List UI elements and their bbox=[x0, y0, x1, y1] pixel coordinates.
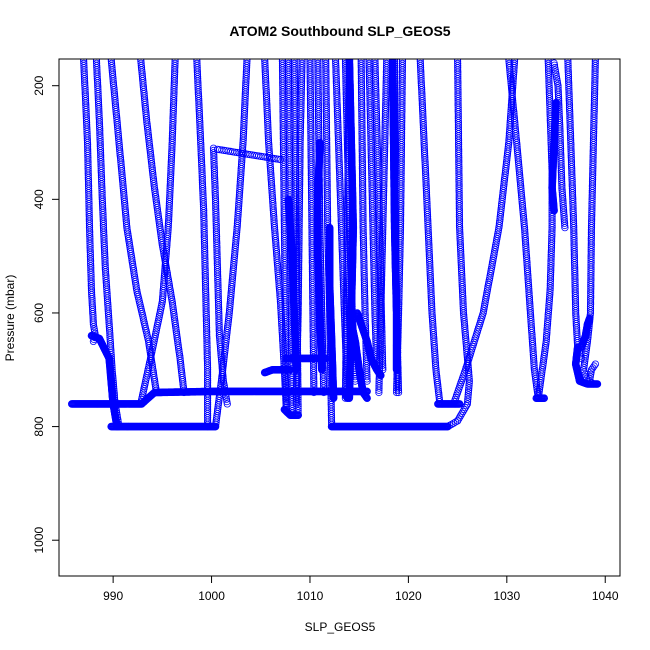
data-point bbox=[394, 386, 403, 394]
trace-segment bbox=[193, 59, 212, 431]
data-point bbox=[393, 384, 401, 392]
data-point bbox=[561, 224, 569, 232]
series-0 bbox=[68, 59, 602, 431]
data-point bbox=[456, 413, 464, 421]
trace-segment bbox=[137, 59, 179, 408]
data-point bbox=[465, 377, 473, 385]
data-point bbox=[550, 61, 559, 69]
data-point bbox=[551, 63, 559, 72]
data-point bbox=[451, 418, 460, 426]
data-point bbox=[464, 393, 472, 401]
data-point bbox=[292, 397, 300, 406]
data-point bbox=[292, 395, 300, 403]
data-point bbox=[465, 384, 473, 392]
data-point bbox=[553, 75, 561, 83]
y-axis-label: Pressure (mbar) bbox=[3, 275, 17, 362]
data-point bbox=[89, 320, 98, 328]
data-point bbox=[462, 402, 470, 410]
data-point bbox=[392, 386, 401, 394]
data-point bbox=[560, 219, 569, 227]
trace-segment bbox=[505, 59, 542, 402]
data-point bbox=[460, 405, 468, 414]
data-point bbox=[464, 388, 472, 397]
trace-segment bbox=[550, 59, 569, 232]
data-point bbox=[375, 388, 383, 397]
data-point bbox=[450, 419, 458, 427]
data-point bbox=[89, 318, 97, 326]
data-point bbox=[459, 407, 467, 415]
trace-segment bbox=[564, 59, 586, 362]
data-point bbox=[457, 411, 465, 419]
trace-segment bbox=[579, 59, 599, 385]
data-point bbox=[552, 73, 561, 81]
data-point bbox=[463, 400, 471, 408]
data-point bbox=[463, 397, 472, 406]
trace-segment bbox=[416, 59, 444, 408]
data-point bbox=[292, 400, 300, 408]
data-point bbox=[461, 403, 469, 412]
data-point bbox=[394, 388, 403, 397]
data-point bbox=[464, 386, 473, 394]
data-point bbox=[551, 66, 559, 74]
trace-segment bbox=[137, 59, 188, 397]
data-point bbox=[222, 395, 231, 403]
data-point bbox=[552, 70, 560, 78]
data-point bbox=[223, 400, 231, 408]
data-point bbox=[453, 417, 462, 425]
trace-segment bbox=[444, 59, 473, 431]
data-point bbox=[464, 391, 472, 399]
data-point bbox=[375, 386, 383, 394]
data-point bbox=[392, 388, 401, 397]
x-axis-label: SLP_GEOS5 bbox=[305, 620, 376, 634]
data-point bbox=[394, 384, 402, 392]
chart-title: ATOM2 Southbound SLP_GEOS5 bbox=[229, 23, 450, 39]
data-point bbox=[375, 384, 383, 392]
data-point bbox=[90, 322, 98, 331]
data-point bbox=[561, 221, 569, 230]
trace-segment bbox=[450, 59, 519, 408]
data-point bbox=[465, 382, 473, 390]
data-point bbox=[223, 397, 231, 406]
plot-area bbox=[68, 59, 602, 431]
trace-segment bbox=[80, 59, 100, 345]
data-point bbox=[458, 409, 466, 417]
data-point bbox=[219, 377, 227, 385]
data-point bbox=[465, 379, 473, 387]
